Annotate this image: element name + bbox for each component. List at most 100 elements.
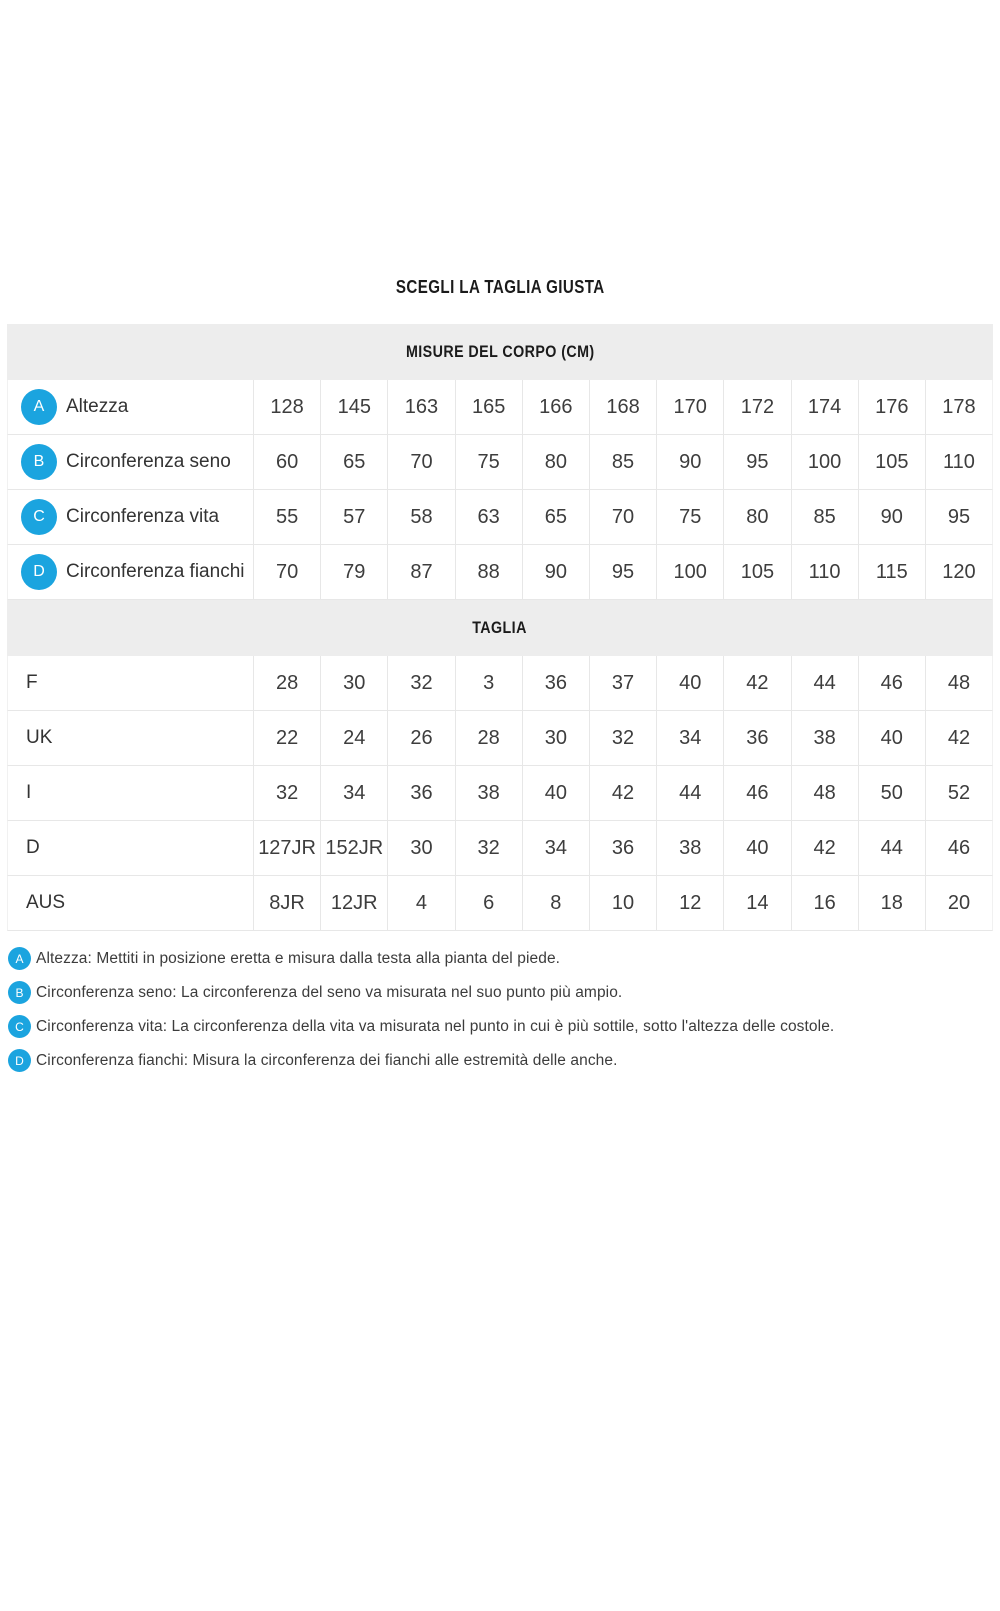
measure-value-cell: 163 [387, 380, 454, 434]
size-value-cell: 12JR [320, 876, 387, 930]
body-measures-header-text: MISURE DEL CORPO (CM) [405, 342, 595, 361]
measure-value-cell: 70 [253, 545, 320, 599]
size-value-cell: 38 [790, 711, 858, 765]
measure-value-cell: 80 [723, 490, 790, 544]
measure-value-cell: 168 [588, 380, 656, 434]
measure-value-cell: 120 [924, 545, 992, 599]
size-value-cell: 4 [387, 876, 454, 930]
size-value-cell: 48 [924, 656, 992, 710]
measure-value-cell: 75 [454, 435, 522, 489]
size-value-cell: 152JR [320, 821, 387, 875]
size-value-cell: 36 [588, 821, 656, 875]
measure-value-cell: 145 [320, 380, 387, 434]
size-value-cell: 12 [656, 876, 723, 930]
size-value-cell: 44 [857, 821, 925, 875]
sizes-header: TAGLIA [7, 600, 993, 656]
measure-value-cell: 65 [521, 490, 589, 544]
footnote-line: D Circonferenza fianchi: Misura la circon… [8, 1049, 1000, 1072]
measure-value-cell: 178 [924, 380, 992, 434]
measure-value-cell: 65 [320, 435, 387, 489]
size-value-cell: 36 [521, 656, 589, 710]
size-value-cell: 32 [387, 656, 454, 710]
footnote-text: Circonferenza vita: La circonferenza del… [36, 1017, 835, 1035]
size-region-label: F [26, 672, 38, 693]
measure-value-cell: 95 [723, 435, 790, 489]
size-value-cell: 16 [790, 876, 858, 930]
footnote-line: C Circonferenza vita: La circonferenza de… [8, 1015, 1000, 1038]
size-value-cell: 26 [387, 711, 454, 765]
size-value-cell: 42 [924, 711, 992, 765]
footnotes: A Altezza: Mettiti in posizione eretta e … [8, 947, 1000, 1072]
size-value-cell: 42 [723, 656, 790, 710]
measure-value-cell: 55 [253, 490, 320, 544]
measure-value-cell: 100 [790, 435, 858, 489]
table-row: UK 22 24 26 28 30 32 34 36 38 40 42 [7, 711, 993, 766]
sizes-header-text: TAGLIA [472, 618, 528, 637]
measure-value-cell: 128 [253, 380, 320, 434]
size-value-cell: 34 [521, 821, 589, 875]
footnote-badge: D [8, 1049, 31, 1072]
footnote-text: Circonferenza fianchi: Misura la circonf… [36, 1051, 618, 1069]
footnote-badge: C [8, 1015, 31, 1038]
measure-value-cell: 95 [588, 545, 656, 599]
measure-value-cell: 170 [656, 380, 723, 434]
measure-value-cell: 165 [454, 380, 522, 434]
size-value-cell: 46 [723, 766, 790, 820]
size-label-cell: I [8, 766, 253, 820]
measure-value-cell: 100 [656, 545, 723, 599]
size-value-cell: 8 [521, 876, 589, 930]
measure-value-cell: 90 [656, 435, 723, 489]
size-region-label: UK [26, 727, 53, 748]
size-value-cell: 6 [454, 876, 522, 930]
measure-value-cell: 172 [723, 380, 790, 434]
size-value-cell: 14 [723, 876, 790, 930]
size-value-cell: 48 [790, 766, 858, 820]
size-value-cell: 46 [924, 821, 992, 875]
size-value-cell: 22 [253, 711, 320, 765]
footnote-badge: B [8, 981, 31, 1004]
measure-value-cell: 115 [857, 545, 925, 599]
size-region-label: D [26, 837, 40, 858]
size-value-cell: 40 [857, 711, 925, 765]
footnote-line: A Altezza: Mettiti in posizione eretta e … [8, 947, 1000, 970]
measure-value-cell: 60 [253, 435, 320, 489]
size-value-cell: 52 [924, 766, 992, 820]
size-chart-table: MISURE DEL CORPO (CM) A Altezza 128 145 163 1… [7, 324, 993, 931]
measure-label-cell: B Circonferenza seno [8, 435, 253, 489]
size-value-cell: 40 [723, 821, 790, 875]
table-row: I 32 34 36 38 40 42 44 46 48 50 52 [7, 766, 993, 821]
size-label-cell: D [8, 821, 253, 875]
size-value-cell: 36 [387, 766, 454, 820]
measure-label-cell: C Circonferenza vita [8, 490, 253, 544]
size-region-label: I [26, 782, 32, 803]
size-value-cell: 36 [723, 711, 790, 765]
measure-badge: C [21, 499, 57, 535]
measure-value-cell: 57 [320, 490, 387, 544]
measure-value-cell: 105 [857, 435, 925, 489]
size-value-cell: 18 [857, 876, 925, 930]
size-value-cell: 34 [320, 766, 387, 820]
measure-value-cell: 110 [790, 545, 858, 599]
measure-value-cell: 80 [521, 435, 589, 489]
size-value-cell: 37 [588, 656, 656, 710]
measure-badge: B [21, 444, 57, 480]
measure-value-cell: 176 [857, 380, 925, 434]
table-row: AUS 8JR 12JR 4 6 8 10 12 14 16 18 20 [7, 876, 993, 931]
size-label-cell: UK [8, 711, 253, 765]
measure-value-cell: 110 [924, 435, 992, 489]
measure-value-cell: 85 [588, 435, 656, 489]
measure-value-cell: 85 [790, 490, 858, 544]
measure-value-cell: 105 [723, 545, 790, 599]
measure-value-cell: 70 [387, 435, 454, 489]
size-value-cell: 24 [320, 711, 387, 765]
measure-label: Altezza [66, 396, 129, 417]
measure-value-cell: 90 [521, 545, 589, 599]
table-row: D Circonferenza fianchi 70 79 87 88 90 95 100 105… [7, 545, 993, 600]
measure-label-cell: A Altezza [8, 380, 253, 434]
measure-badge: D [21, 554, 57, 590]
size-label-cell: AUS [8, 876, 253, 930]
size-value-cell: 30 [320, 656, 387, 710]
size-value-cell: 38 [454, 766, 522, 820]
table-row: D 127JR 152JR 30 32 34 36 38 40 42 44 46 [7, 821, 993, 876]
footnote-badge: A [8, 947, 31, 970]
